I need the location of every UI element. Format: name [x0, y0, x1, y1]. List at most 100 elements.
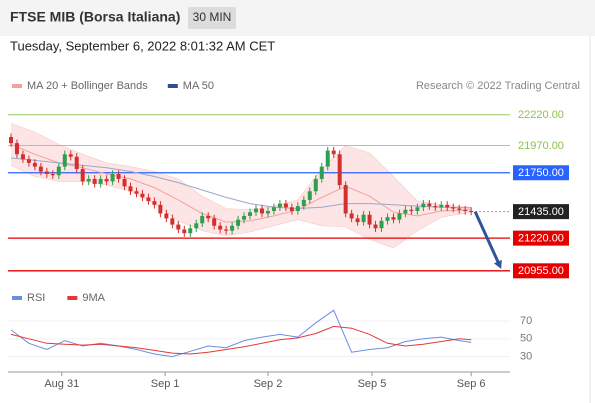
candle-body [14, 143, 19, 155]
candle-body [343, 185, 348, 214]
candle-body [152, 201, 157, 205]
candle-body [433, 206, 438, 208]
y-tick-label: 50 [520, 333, 532, 345]
candle-body [200, 215, 205, 224]
candle-body [385, 217, 390, 221]
bollinger-band [11, 123, 472, 248]
legend-label: MA 20 + Bollinger Bands [27, 80, 148, 92]
level-label: 21750.00 [518, 167, 564, 179]
y-tick-label: 30 [520, 351, 532, 363]
candle-body [122, 178, 127, 187]
candle-body [182, 229, 187, 234]
candle-body [319, 166, 324, 179]
candle-body [74, 156, 79, 170]
candle-body [403, 209, 408, 214]
candle-body [212, 218, 217, 226]
candle-body [331, 150, 336, 155]
candle-body [62, 154, 67, 167]
candle-body [32, 162, 37, 167]
candle-body [164, 213, 169, 219]
candle-body [307, 191, 312, 200]
candle-body [259, 208, 264, 214]
candle-body [140, 193, 145, 198]
candle-body [409, 209, 414, 211]
candle-body [38, 166, 43, 172]
candle-body [50, 174, 55, 176]
candle-body [116, 174, 121, 179]
legend-swatch [12, 84, 22, 88]
candle-body [361, 214, 366, 223]
candle-body [170, 218, 175, 225]
candle-body [194, 223, 199, 229]
candle-body [289, 207, 294, 211]
candle-body [325, 150, 330, 167]
x-tick-label: Sep 1 [151, 378, 180, 390]
candle-body [415, 207, 420, 211]
legend-swatch [167, 84, 178, 88]
candle-body [313, 178, 318, 192]
candle-body [146, 197, 151, 202]
candle-body [188, 228, 193, 234]
candle-body [44, 171, 49, 174]
candle-body [98, 178, 103, 184]
interval-badge [188, 7, 236, 29]
title: FTSE MIB (Borsa Italiana) [10, 9, 180, 25]
candle-body [236, 219, 241, 226]
timestamp: Tuesday, September 6, 2022 8:01:32 AM CE… [10, 38, 275, 53]
y-tick-label: 70 [520, 315, 532, 327]
candle-body [128, 186, 133, 192]
candle-body [397, 213, 402, 220]
legend-swatch [12, 296, 22, 300]
level-label: 21220.00 [518, 233, 564, 245]
candle-body [265, 211, 270, 214]
candle-body [224, 229, 229, 231]
level-label-box [513, 204, 569, 220]
moving-average [10, 157, 472, 210]
candle-body [379, 220, 384, 229]
candle-body [26, 159, 31, 163]
band-lower [10, 165, 472, 249]
candle-body [373, 224, 378, 229]
candle-body [242, 215, 247, 220]
candle-body [20, 154, 25, 160]
candle-body [427, 203, 432, 207]
interval: 30 MIN [193, 10, 232, 24]
candle-body [451, 207, 456, 209]
candle-body [92, 178, 97, 184]
level-label-box [513, 230, 569, 246]
x-tick-label: Sep 6 [457, 378, 486, 390]
candle-body [158, 204, 163, 214]
candle-body [463, 209, 468, 211]
legend-label: RSI [27, 292, 45, 304]
candle-body [439, 204, 444, 208]
candle-body [271, 207, 276, 211]
x-tick-label: Sep 5 [358, 378, 387, 390]
credit: Research © 2022 Trading Central [416, 80, 580, 92]
candle-body [218, 225, 223, 230]
candle-body [68, 154, 73, 157]
level-label: 20955.00 [518, 265, 564, 277]
level-label: 21970.00 [518, 140, 564, 152]
candle-body [469, 211, 474, 212]
candle-body [457, 208, 462, 210]
legend-swatch [67, 296, 78, 300]
rsi-line [10, 309, 472, 358]
rsi-line [10, 325, 472, 355]
candle-body [110, 174, 115, 182]
level-label: 21435.00 [518, 206, 564, 218]
x-tick-label: Aug 31 [44, 378, 79, 390]
candle-body [80, 169, 85, 182]
candle-body [56, 166, 61, 176]
candle-body [86, 178, 91, 182]
forecast-arrow [473, 210, 501, 265]
candle-body [355, 218, 360, 223]
candle-body [337, 154, 342, 186]
candle-body [295, 206, 300, 211]
legend-label: 9MA [82, 292, 105, 304]
level-label-box [513, 263, 569, 279]
candle-body [8, 137, 13, 144]
x-tick-label: Sep 2 [254, 378, 283, 390]
candle-body [277, 203, 282, 208]
candle-body [248, 212, 253, 216]
